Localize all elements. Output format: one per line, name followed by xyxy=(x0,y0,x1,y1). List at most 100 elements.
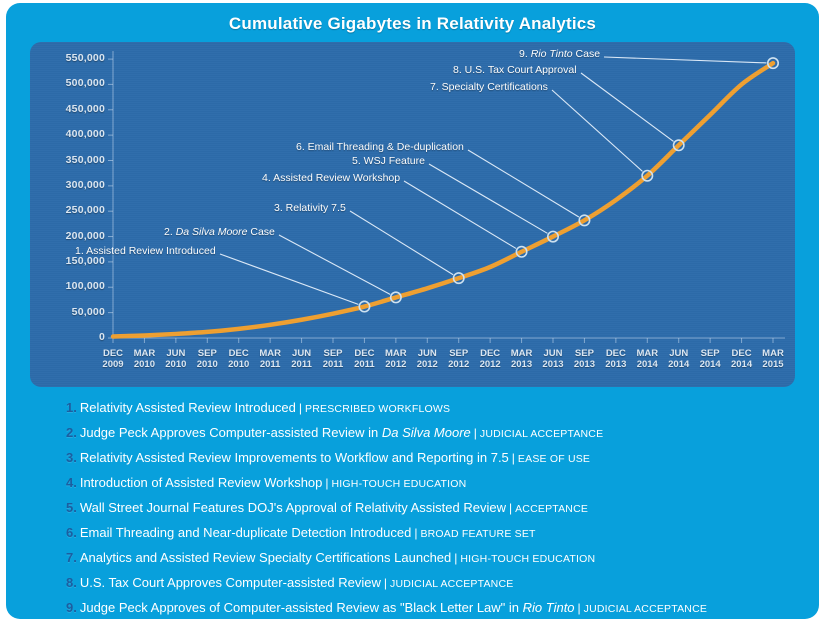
legend-item[interactable]: 4. Introduction of Assisted Review Worksh… xyxy=(30,470,795,495)
x-axis-tick-year: 2010 xyxy=(228,359,250,370)
legend-item-label-text: Email Threading and Near-duplicate Detec… xyxy=(79,525,412,540)
y-axis-tick-label: 450,000 xyxy=(65,102,105,115)
annotation-text: 5. WSJ Feature xyxy=(352,155,425,167)
legend-item-case-name: Rio Tinto xyxy=(522,600,575,615)
data-point-marker-3[interactable] xyxy=(452,272,465,285)
legend-item-label: Introduction of Assisted Review Workshop xyxy=(80,475,323,490)
chart-card: Cumulative Gigabytes in Relativity Analy… xyxy=(6,3,819,619)
data-point-marker-1[interactable] xyxy=(358,300,371,313)
x-axis-tick-month: JUN xyxy=(166,348,186,359)
x-axis-tick-year: 2012 xyxy=(416,359,438,370)
x-axis-tick-label: DEC 2009 xyxy=(96,348,130,370)
x-axis-tick-month: JUN xyxy=(292,348,312,359)
legend-item-label-text: Judge Peck Approves of Computer-assisted… xyxy=(79,600,523,615)
x-axis-tick-label: JUN 2014 xyxy=(662,348,696,370)
chart-annotation-2: 2. Da Silva Moore Case xyxy=(164,226,275,238)
data-point-marker-5[interactable] xyxy=(546,230,559,243)
legend-item[interactable]: 1. Relativity Assisted Review Introduced |… xyxy=(30,395,795,420)
legend-item-label-text: Introduction of Assisted Review Workshop xyxy=(79,475,323,490)
x-axis-tick-month: DEC xyxy=(605,348,626,359)
data-point-marker-2[interactable] xyxy=(389,291,402,304)
legend-item-category-tag: HIGH-TOUCH EDUCATION xyxy=(460,553,596,565)
axis-ticks xyxy=(108,58,774,343)
data-point-marker-4[interactable] xyxy=(515,245,528,258)
legend-item[interactable]: 3. Relativity Assisted Review Improvement… xyxy=(30,445,795,470)
legend-item-label: U.S. Tax Court Approves Computer-assiste… xyxy=(80,575,381,590)
y-axis-tick-label: 400,000 xyxy=(65,128,105,141)
axis-lines xyxy=(112,51,785,339)
plot-panel: 0 50,000 100,000 150,000 200,000 250,000 300,0… xyxy=(30,42,795,387)
annotation-text: 1. Assisted Review Introduced xyxy=(75,245,216,257)
x-axis-tick-year: 2013 xyxy=(542,359,564,370)
legend-item-separator: | xyxy=(414,526,418,540)
legend-item-number: 8. xyxy=(66,575,77,590)
x-axis-tick-year: 2012 xyxy=(385,359,407,370)
x-axis-tick-label: JUN 2012 xyxy=(410,348,444,370)
x-axis-tick-label: DEC 2010 xyxy=(222,348,256,370)
x-axis-tick-month: MAR xyxy=(133,348,156,359)
legend-item-label: Relativity Assisted Review Improvements … xyxy=(80,450,509,465)
annotation-leader-3 xyxy=(349,210,454,276)
x-axis-tick-month: DEC xyxy=(731,348,752,359)
annotation-leader-1 xyxy=(219,253,359,305)
x-axis-tick-year: 2013 xyxy=(605,359,627,370)
x-axis-tick-label: DEC 2011 xyxy=(347,348,381,370)
x-axis-tick-month: MAR xyxy=(259,348,281,359)
legend-item-separator: | xyxy=(298,401,303,415)
x-axis-tick-label: SEP 2011 xyxy=(316,348,350,370)
annotation-case-name: Rio Tinto xyxy=(530,48,573,60)
x-axis-tick-month: SEP xyxy=(323,348,343,359)
y-axis-tick-label: 0 xyxy=(98,331,105,343)
x-axis-tick-year: 2014 xyxy=(730,359,753,370)
data-point-marker-9[interactable] xyxy=(766,57,779,70)
legend-item-number: 7. xyxy=(66,550,77,565)
x-axis-tick-month: JUN xyxy=(543,348,563,359)
legend-list: 1. Relativity Assisted Review Introduced |… xyxy=(30,395,795,619)
x-axis-tick-label: JUN 2011 xyxy=(285,348,319,370)
x-axis-tick-year: 2014 xyxy=(636,359,658,370)
x-axis-tick-year: 2010 xyxy=(165,359,187,370)
x-axis-tick-month: JUN xyxy=(669,348,689,359)
x-axis-tick-label: SEP 2010 xyxy=(190,348,224,370)
legend-item-category-tag: PRESCRIBED WORKFLOWS xyxy=(305,403,451,415)
x-axis-tick-label: SEP 2014 xyxy=(693,348,727,370)
x-axis-tick-year: 2012 xyxy=(479,359,501,370)
annotation-text: 8. U.S. Tax Court Approval xyxy=(453,64,577,76)
chart-annotation-1: 1. Assisted Review Introduced xyxy=(75,245,216,257)
legend-item[interactable]: 9. Judge Peck Approves of Computer-assist… xyxy=(30,595,795,619)
x-axis-tick-label: MAR 2014 xyxy=(630,348,664,370)
legend-item-separator: | xyxy=(325,476,329,490)
legend-item[interactable]: 5. Wall Street Journal Features DOJ's App… xyxy=(30,495,795,520)
legend-item-label-text: Analytics and Assisted Review Specialty … xyxy=(79,550,452,565)
x-axis-tick-label: JUN 2010 xyxy=(159,348,193,370)
x-axis-tick-year: 2015 xyxy=(762,359,784,370)
legend-item[interactable]: 7. Analytics and Assisted Review Specialt… xyxy=(30,545,795,570)
data-point-marker-7[interactable] xyxy=(641,169,654,182)
annotation-text: 7. Specialty Certifications xyxy=(430,81,548,93)
legend-item-category-tag: EASE OF USE xyxy=(517,453,591,465)
legend-item[interactable]: 2. Judge Peck Approves Computer-assisted … xyxy=(30,420,795,445)
legend-item-category-tag: BROAD FEATURE SET xyxy=(420,528,536,540)
legend-item-number: 5. xyxy=(66,500,77,515)
x-axis-tick-label: DEC 2013 xyxy=(599,348,633,370)
data-point-marker-8[interactable] xyxy=(672,139,685,152)
x-axis-tick-month: DEC xyxy=(354,348,375,359)
annotation-leader-8 xyxy=(580,72,674,142)
legend-item[interactable]: 6. Email Threading and Near-duplicate Det… xyxy=(30,520,795,545)
legend-item-label-text: Judge Peck Approves Computer-assisted Re… xyxy=(79,425,382,440)
x-axis-tick-label: MAR 2012 xyxy=(379,348,413,370)
annotation-text: 2. xyxy=(164,226,176,238)
x-axis-tick-label: JUN 2013 xyxy=(536,348,570,370)
x-axis-tick-month: DEC xyxy=(228,348,249,359)
legend-item[interactable]: 8. U.S. Tax Court Approves Computer-assis… xyxy=(30,570,795,595)
y-axis-tick-label: 100,000 xyxy=(65,280,105,293)
annotation-leader-lines xyxy=(219,56,767,305)
annotation-leader-4 xyxy=(403,180,517,249)
legend-item-case-name: Da Silva Moore xyxy=(381,425,471,440)
x-axis-tick-year: 2010 xyxy=(133,359,155,370)
legend-item-label-text: U.S. Tax Court Approves Computer-assiste… xyxy=(79,575,381,590)
legend-item-separator: | xyxy=(577,601,581,615)
x-axis-tick-year: 2012 xyxy=(448,359,470,370)
legend-item-separator: | xyxy=(454,551,458,565)
data-point-marker-6[interactable] xyxy=(578,214,591,227)
